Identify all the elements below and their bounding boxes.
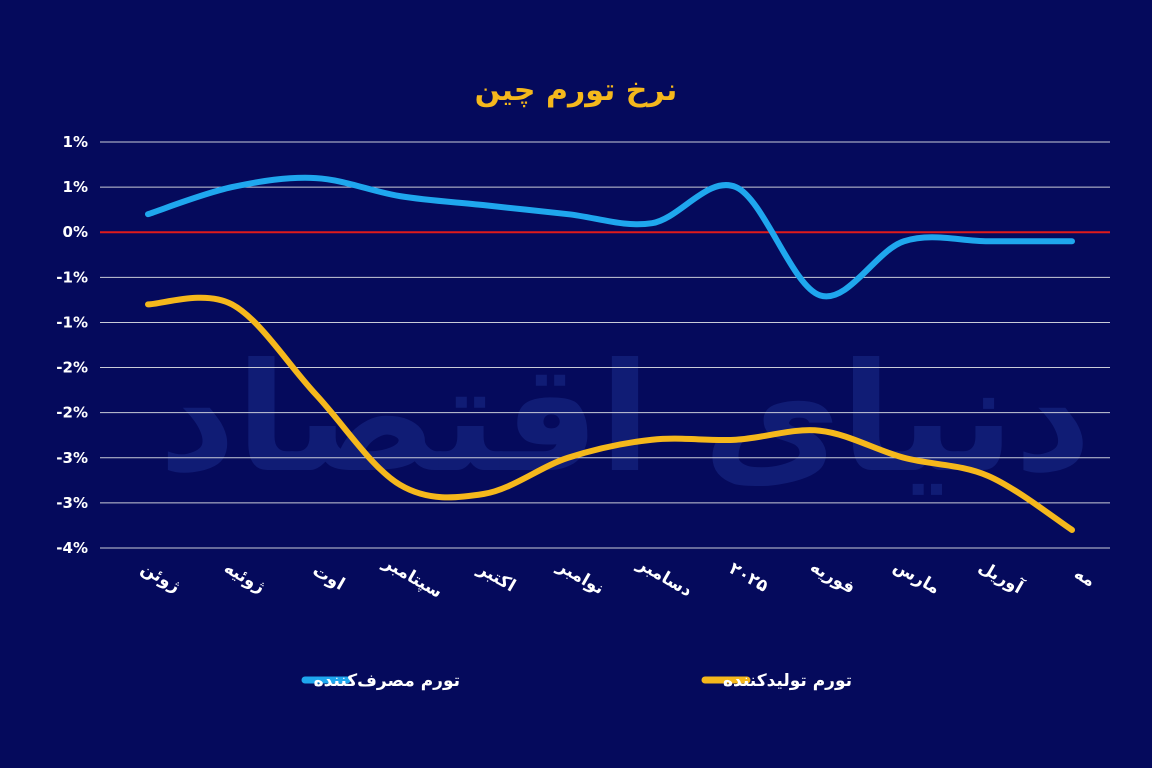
x-tick-label: ژوئیه <box>220 558 268 597</box>
y-tick-label: -2% <box>56 404 88 422</box>
y-tick-label: 1% <box>63 178 88 196</box>
chart-title: نرخ تورم چین <box>475 73 678 108</box>
y-tick-label: 1% <box>63 133 88 151</box>
x-tick-label: اکتبر <box>473 558 519 596</box>
x-tick-label: آوریل <box>975 555 1028 599</box>
series-line-1 <box>145 294 1075 533</box>
x-tick-label: مه <box>1070 564 1098 592</box>
legend: تورم مصرف‌کننده تورم تولیدکننده <box>301 671 852 691</box>
watermark: دنیای اقتصاد <box>159 332 1092 506</box>
x-tick-label: سپتامبر <box>378 552 445 602</box>
x-tick-label: مارس <box>890 556 943 598</box>
y-tick-label: -1% <box>56 313 88 331</box>
y-tick-label: 0% <box>63 223 88 241</box>
y-tick-label: -2% <box>56 359 88 377</box>
x-axis-ticks: ژوئن ژوئیه اوت سپتامبر اکتبر نوامبر دسامبر ۲۰۲۵… <box>137 552 1098 602</box>
legend-label-1: تورم تولیدکننده <box>723 671 852 691</box>
x-tick-label: اوت <box>309 561 348 595</box>
x-tick-label: نوامبر <box>553 556 608 599</box>
y-axis-ticks: 1% 1% 0% -1% -1% -2% -2% -3% -3% -4% <box>56 133 88 557</box>
series-lines <box>145 174 1075 533</box>
grid-lines <box>100 141 1110 549</box>
x-tick-label: فوریه <box>807 557 859 598</box>
y-tick-label: -4% <box>56 539 88 557</box>
y-tick-label: -3% <box>56 449 88 467</box>
x-tick-label: ۲۰۲۵ <box>726 559 772 597</box>
x-tick-label: ژوئن <box>137 558 183 596</box>
series-line-0 <box>145 174 1075 300</box>
x-tick-label: دسامبر <box>633 554 696 602</box>
legend-label-0: تورم مصرف‌کننده <box>314 671 460 691</box>
y-tick-label: -3% <box>56 494 88 512</box>
y-tick-label: -1% <box>56 268 88 286</box>
